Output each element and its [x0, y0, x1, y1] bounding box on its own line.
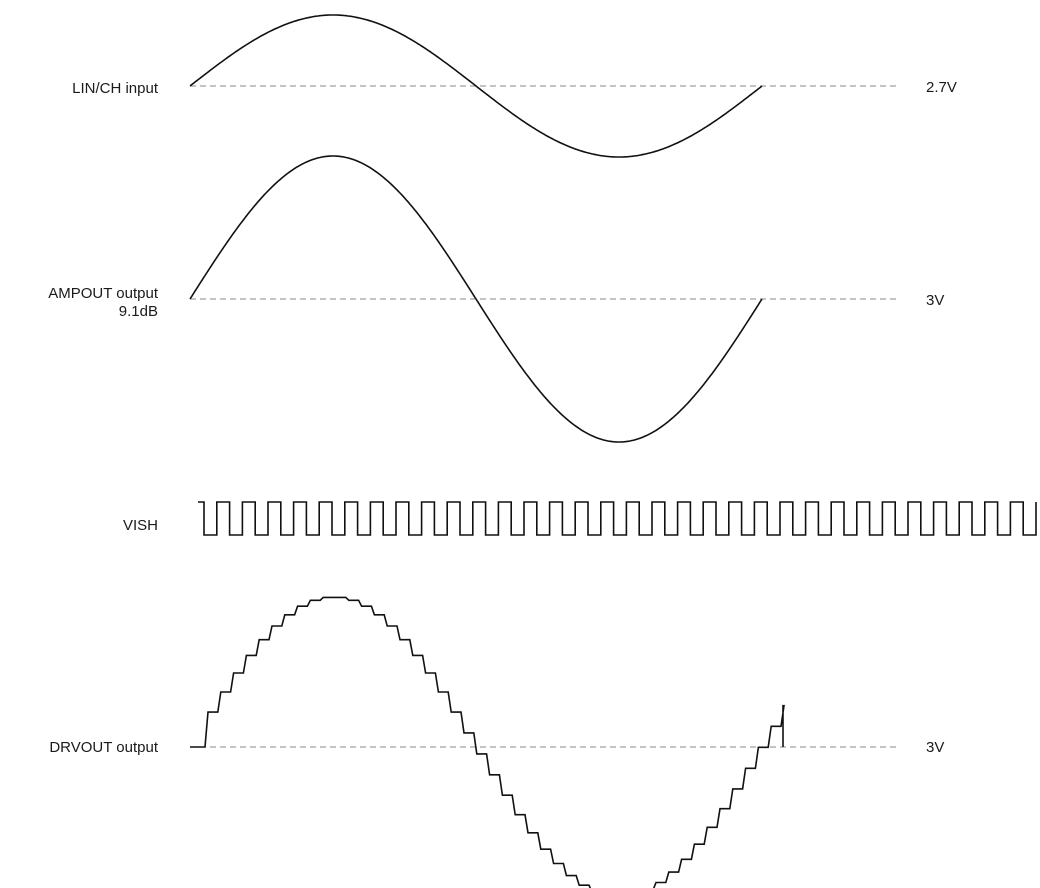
vish-label: VISH [123, 517, 158, 534]
lin-ch-input-level-label: 2.7V [926, 79, 957, 96]
drvout-output-waveform [190, 596, 785, 888]
ampout-gain-label: 9.1dB [119, 303, 158, 320]
ampout-output-waveform [189, 155, 763, 443]
drvout-output-label: DRVOUT output [49, 739, 158, 756]
drvout-output-level-label: 3V [926, 739, 944, 756]
vish-clock-waveform [198, 501, 1037, 536]
vish-signal: VISH [123, 501, 1037, 536]
lin-ch-input-signal: LIN/CH input 2.7V [72, 14, 957, 158]
ampout-output-signal: AMPOUT output 9.1dB 3V [48, 155, 944, 443]
lin-ch-input-label: LIN/CH input [72, 80, 159, 97]
ampout-output-label: AMPOUT output [48, 285, 159, 302]
ampout-output-level-label: 3V [926, 292, 944, 309]
lin-ch-input-waveform [189, 14, 763, 158]
drvout-output-signal: DRVOUT output 3V [49, 596, 944, 888]
